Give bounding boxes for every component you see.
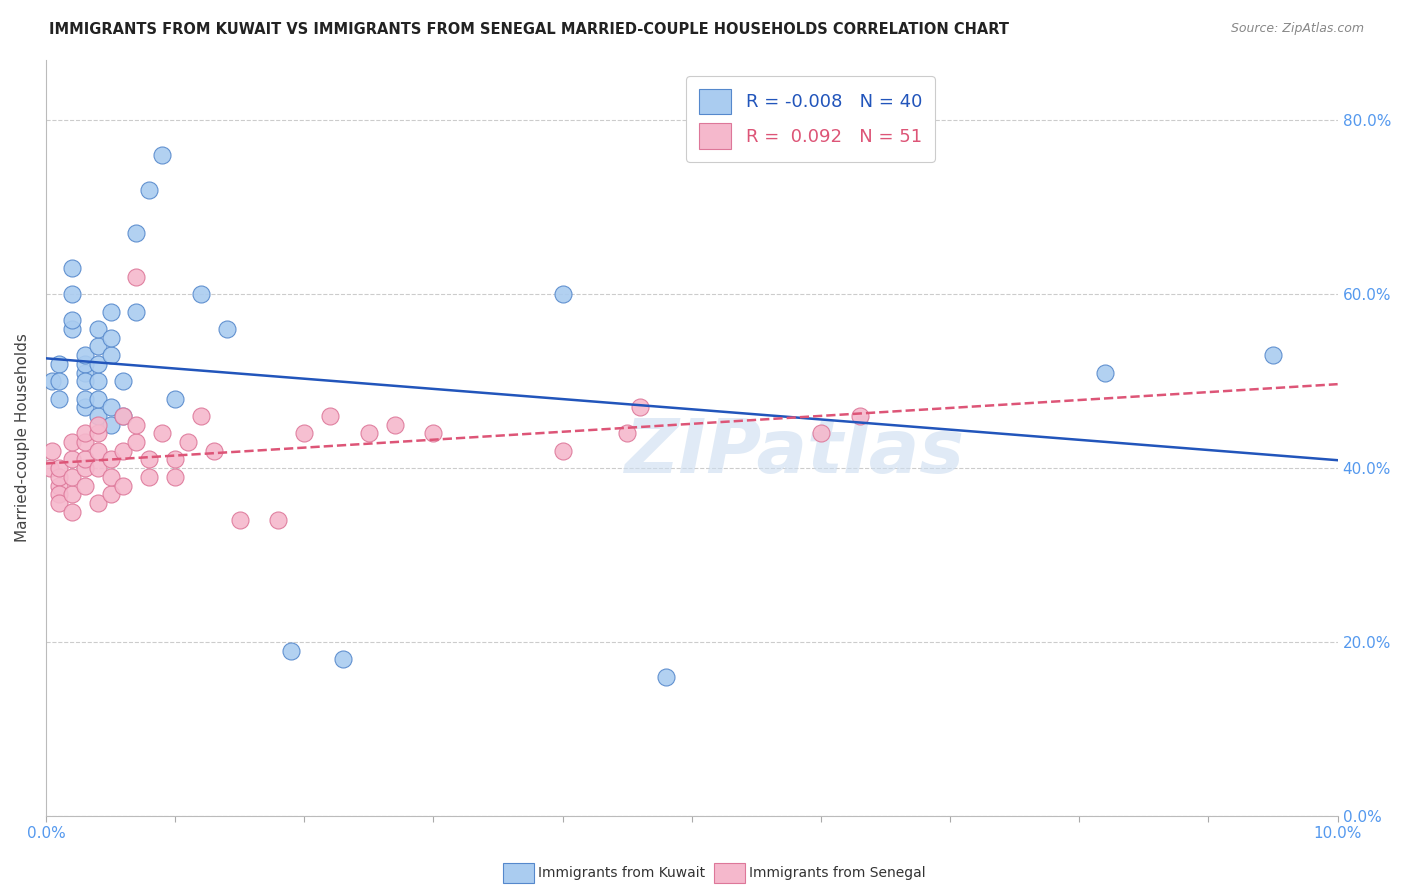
Point [138,470,160,484]
Point [190,287,212,301]
Point [60,313,83,327]
Point [384,417,406,432]
Point [48,487,70,501]
Text: Immigrants from Kuwait: Immigrants from Kuwait [538,866,706,880]
Point [48,470,70,484]
Point [48,478,70,492]
Point [100,417,122,432]
Point [138,452,160,467]
Point [60,287,83,301]
Point [125,269,148,284]
Point [60,452,83,467]
Point [86,496,108,510]
Point [150,148,173,162]
Point [60,261,83,276]
Point [48,374,70,388]
Point [357,426,380,441]
Point [86,357,108,371]
Point [86,374,108,388]
Point [48,461,70,475]
Point [319,409,342,423]
Text: Source: ZipAtlas.com: Source: ZipAtlas.com [1230,22,1364,36]
Point [60,505,83,519]
Point [41,443,63,458]
Point [165,392,187,406]
Point [551,443,574,458]
Point [86,392,108,406]
Point [125,417,148,432]
Point [73,357,96,371]
Point [138,183,160,197]
Point [177,435,200,450]
Point [292,426,315,441]
Point [41,374,63,388]
Point [86,322,108,336]
Point [280,644,302,658]
Point [112,409,135,423]
Point [810,426,832,441]
Point [86,426,108,441]
Point [215,322,238,336]
Point [112,409,135,423]
Point [125,227,148,241]
Point [100,470,122,484]
Point [48,496,70,510]
Point [73,366,96,380]
Point [38,461,60,475]
Point [86,417,108,432]
Point [616,426,638,441]
Y-axis label: Married-couple Households: Married-couple Households [15,334,30,542]
Point [332,652,354,666]
Point [60,322,83,336]
Point [165,452,187,467]
Point [1261,348,1284,362]
Text: ZIPatlas: ZIPatlas [626,417,965,490]
Point [73,426,96,441]
Point [165,470,187,484]
Point [86,461,108,475]
Point [100,331,122,345]
Point [190,409,212,423]
Point [48,392,70,406]
Point [73,374,96,388]
Point [48,357,70,371]
Point [73,478,96,492]
Legend: R = -0.008   N = 40, R =  0.092   N = 51: R = -0.008 N = 40, R = 0.092 N = 51 [686,76,935,161]
Point [73,452,96,467]
Point [125,304,148,318]
Point [112,478,135,492]
Point [267,513,290,527]
Point [100,348,122,362]
Point [73,348,96,362]
Point [628,401,651,415]
Point [551,287,574,301]
Point [655,670,678,684]
Point [100,452,122,467]
Point [86,409,108,423]
Point [60,435,83,450]
Point [228,513,250,527]
Point [100,401,122,415]
Point [112,374,135,388]
Point [1094,366,1116,380]
Point [60,470,83,484]
Point [100,304,122,318]
Point [112,443,135,458]
Point [848,409,870,423]
Point [73,461,96,475]
Point [86,443,108,458]
Point [100,487,122,501]
Point [60,487,83,501]
Point [125,435,148,450]
Point [73,401,96,415]
Point [202,443,225,458]
Text: IMMIGRANTS FROM KUWAIT VS IMMIGRANTS FROM SENEGAL MARRIED-COUPLE HOUSEHOLDS CORR: IMMIGRANTS FROM KUWAIT VS IMMIGRANTS FRO… [49,22,1010,37]
Point [73,392,96,406]
Point [86,339,108,353]
Point [422,426,444,441]
Point [73,435,96,450]
Point [150,426,173,441]
Text: Immigrants from Senegal: Immigrants from Senegal [749,866,927,880]
